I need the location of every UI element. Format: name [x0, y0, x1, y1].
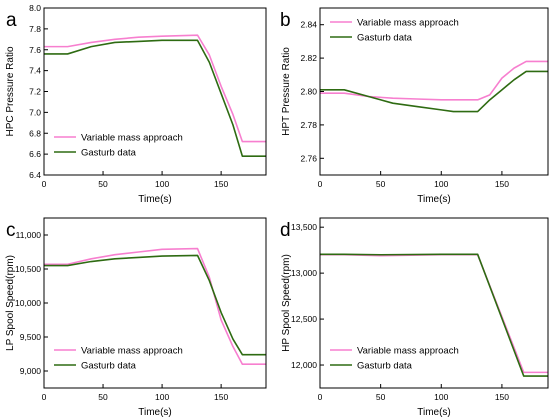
- chart-panel-b: b 0 50 100 150 2.76 2.78 2.80 2.82 2.84 Time(s) HPT…: [280, 7, 549, 205]
- y-tick-label: 2.78: [300, 120, 317, 130]
- x-axis-title: Time(s): [138, 407, 172, 418]
- y-tick-label: 2.76: [300, 153, 317, 163]
- x-tick-label: 100: [155, 392, 169, 402]
- chart-panel-c: c 0 50 100 150 9,000 9,500 10,000 10,500 11,000 Ti…: [5, 217, 267, 418]
- x-tick-label: 150: [495, 392, 509, 402]
- x-tick-label: 50: [376, 392, 386, 402]
- x-axis-title: Time(s): [138, 194, 172, 205]
- panel-letter: b: [280, 10, 291, 31]
- y-tick-label: 12,500: [291, 314, 317, 324]
- x-tick-label: 150: [495, 179, 509, 189]
- x-tick-label: 150: [214, 179, 228, 189]
- x-axis-title: Time(s): [417, 407, 451, 418]
- x-tick-label: 150: [214, 392, 228, 402]
- x-tick-label: 0: [318, 179, 323, 189]
- y-tick-label: 2.84: [300, 20, 317, 30]
- x-tick-label: 50: [98, 392, 108, 402]
- chart-panel-a: a 0 50 100 150 6.4 6.6 6.8 7.0 7.2 7.4 7.6 7.8 8.0 Tim…: [5, 3, 267, 205]
- x-tick-label: 100: [434, 179, 448, 189]
- y-tick-label: 12,000: [291, 360, 317, 370]
- panel-letter: a: [6, 10, 17, 31]
- series-line-variable-mass: [44, 247, 266, 366]
- plot-frame: [319, 217, 549, 389]
- y-tick-label: 6.8: [29, 128, 41, 138]
- x-tick-label: 50: [98, 179, 108, 189]
- y-tick-label: 10,000: [15, 298, 41, 308]
- x-tick-label: 0: [42, 179, 47, 189]
- y-tick-label: 7.6: [29, 45, 41, 55]
- plot-frame: [319, 7, 549, 176]
- x-axis-title: Time(s): [417, 194, 451, 205]
- y-tick-label: 11,000: [16, 230, 42, 240]
- legend-label-gasturb: Gasturb data: [81, 361, 137, 372]
- y-tick-label: 6.4: [29, 170, 41, 180]
- y-tick-label: 2.80: [300, 87, 317, 97]
- plot-frame: [43, 7, 267, 176]
- series-line-gasturb: [44, 39, 266, 158]
- y-tick-label: 7.8: [29, 24, 41, 34]
- y-tick-label: 13,500: [291, 222, 317, 232]
- panel-letter: d: [280, 220, 291, 241]
- series-line-gasturb: [320, 70, 548, 113]
- legend-label-gasturb: Gasturb data: [357, 361, 413, 372]
- legend-label-variable-mass: Variable mass approach: [357, 346, 459, 357]
- legend-label-gasturb: Gasturb data: [357, 33, 413, 44]
- y-tick-label: 7.2: [29, 87, 41, 97]
- y-tick-label: 10,500: [15, 264, 41, 274]
- y-tick-label: 7.4: [29, 66, 41, 76]
- x-tick-label: 50: [376, 179, 386, 189]
- legend-label-gasturb: Gasturb data: [81, 148, 137, 159]
- panel-letter: c: [6, 220, 16, 241]
- y-axis-title: HPT Pressure Ratio: [281, 47, 292, 136]
- y-tick-label: 9,500: [20, 332, 42, 342]
- y-tick-label: 7.0: [29, 107, 41, 117]
- y-tick-label: 9,000: [20, 366, 42, 376]
- x-tick-label: 100: [155, 179, 169, 189]
- chart-panel-d: d 0 50 100 150 12,000 12,500 13,000 13,500 Time(s…: [280, 217, 549, 418]
- y-tick-label: 13,000: [291, 268, 317, 278]
- series-line-gasturb: [320, 253, 548, 377]
- x-tick-label: 100: [434, 392, 448, 402]
- legend-label-variable-mass: Variable mass approach: [357, 18, 459, 29]
- y-axis-title: HPC Pressure Ratio: [5, 46, 16, 136]
- y-axis-title: HP Spool Speed(rpm): [281, 254, 292, 352]
- plot-frame: [43, 217, 267, 389]
- y-tick-label: 6.6: [29, 149, 41, 159]
- y-tick-label: 2.82: [300, 53, 317, 63]
- y-axis-title: LP Spool Speed(rpm): [5, 255, 16, 351]
- legend-label-variable-mass: Variable mass approach: [81, 133, 183, 144]
- series-line-gasturb: [44, 254, 266, 356]
- x-tick-label: 0: [42, 392, 47, 402]
- legend-label-variable-mass: Variable mass approach: [81, 346, 183, 357]
- y-tick-label: 8.0: [29, 3, 41, 13]
- x-tick-label: 0: [318, 392, 323, 402]
- series-line-variable-mass: [44, 34, 266, 143]
